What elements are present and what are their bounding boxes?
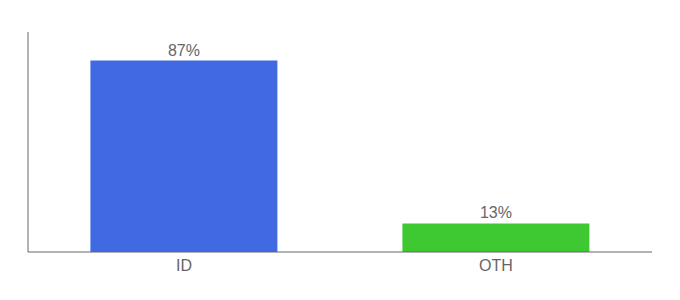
svg-text:ID: ID: [176, 257, 192, 274]
svg-text:13%: 13%: [480, 204, 512, 221]
svg-text:87%: 87%: [168, 42, 200, 59]
svg-text:OTH: OTH: [479, 257, 513, 274]
